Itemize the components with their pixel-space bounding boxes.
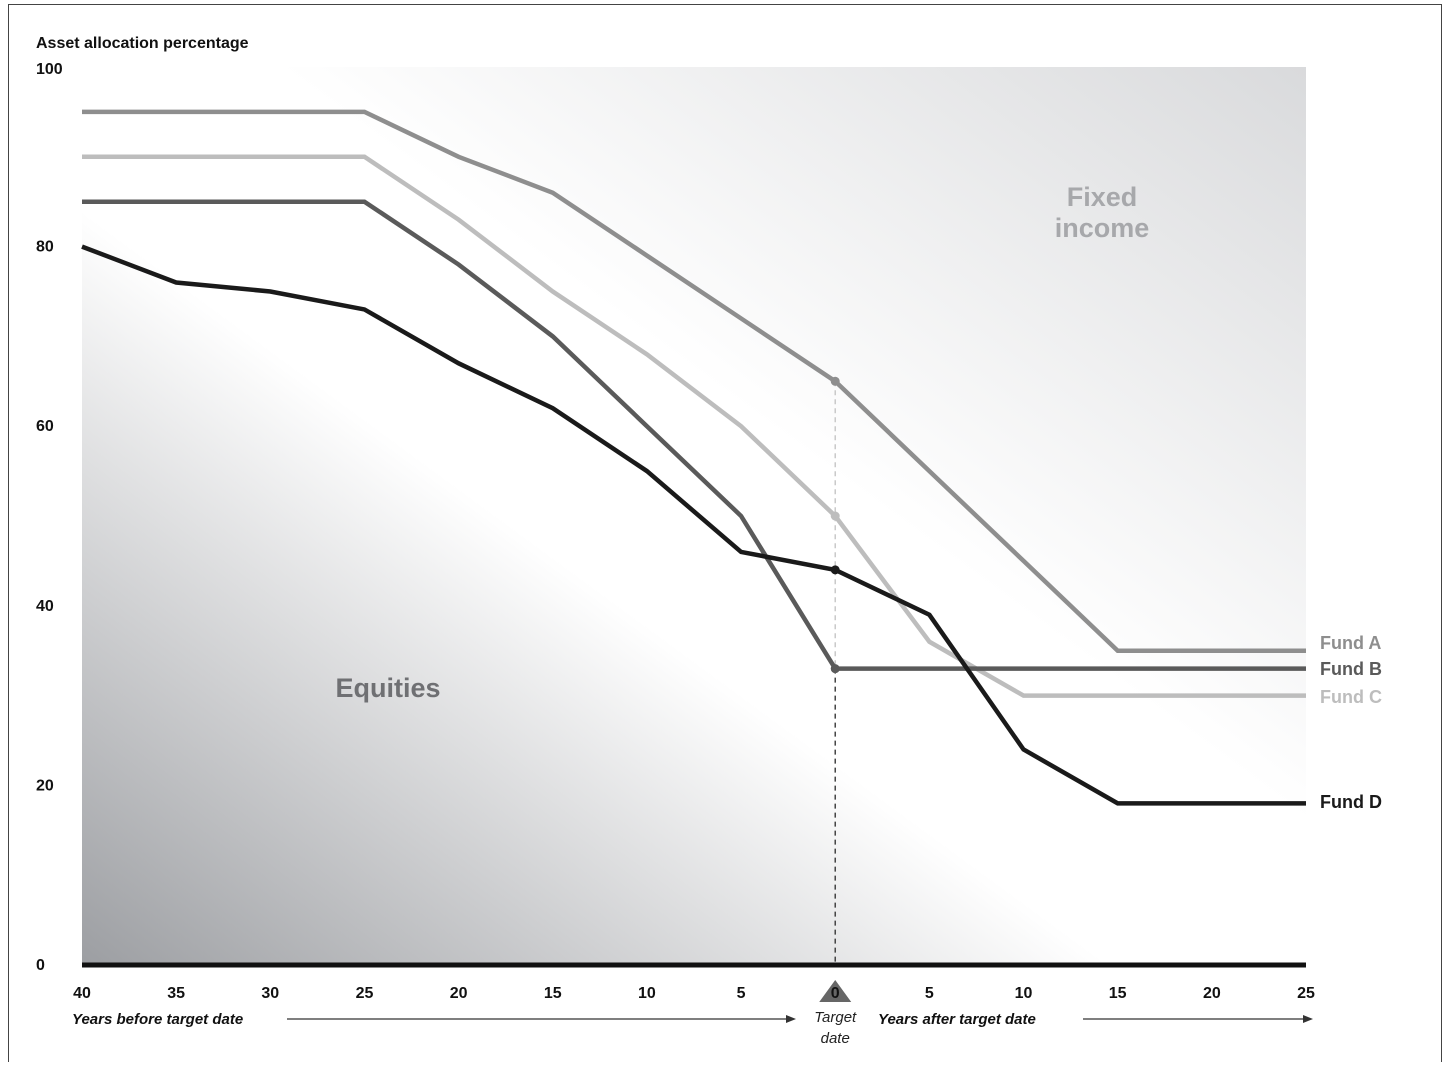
- series-lines: [81, 109, 1306, 806]
- chart-frame: [8, 4, 1442, 1062]
- x-tick-label: 20: [1203, 985, 1221, 1002]
- x-tick-label: 15: [1109, 985, 1127, 1002]
- series-line-fund-b: [82, 199, 1306, 671]
- y-tick-label: 80: [36, 239, 54, 256]
- target-point-fund-c: [830, 511, 840, 521]
- target-point-fund-b: [830, 664, 840, 674]
- y-axis-title: Asset allocation percentage: [36, 35, 249, 52]
- y-tick-label: 100: [36, 61, 63, 78]
- x-tick-label: 40: [73, 985, 91, 1002]
- target-point-fund-d: [830, 565, 840, 575]
- legend-label-fund-a: Fund A: [1320, 633, 1381, 653]
- y-tick-label: 0: [36, 957, 45, 974]
- equities-region-label: Equities: [335, 673, 440, 703]
- target-date-triangle-icon: [819, 980, 852, 1002]
- years-before-caption: Years before target date: [72, 1011, 243, 1028]
- fixed-income-region-label-line1: Fixed: [1067, 182, 1138, 212]
- x-axis-ticks: 40 35 30 25 20 15 10 5 0 5 10 15 20 25: [73, 985, 1315, 1002]
- series-line-fund-c: [82, 154, 1306, 698]
- x-tick-label: 35: [167, 985, 185, 1002]
- target-date-caption-line1: Target: [814, 1009, 857, 1026]
- legend-label-fund-b: Fund B: [1320, 659, 1382, 679]
- years-before-arrowhead: [786, 1015, 796, 1023]
- x-tick-label: 15: [544, 985, 562, 1002]
- x-tick-label: 25: [356, 985, 374, 1002]
- years-after-arrowhead: [1303, 1015, 1313, 1023]
- y-tick-label: 20: [36, 777, 54, 794]
- y-tick-label: 60: [36, 418, 54, 435]
- legend-label-fund-d: Fund D: [1320, 792, 1382, 812]
- y-tick-label: 40: [36, 598, 54, 615]
- target-point-fund-a: [830, 376, 840, 386]
- x-tick-label: 5: [925, 985, 934, 1002]
- legend: Fund A Fund B Fund C Fund D: [1320, 633, 1382, 812]
- target-date-caption-line2: date: [821, 1030, 850, 1047]
- x-tick-label: 10: [1015, 985, 1033, 1002]
- x-tick-label: 25: [1297, 985, 1315, 1002]
- x-tick-label: 5: [737, 985, 746, 1002]
- x-tick-label: 30: [261, 985, 279, 1002]
- x-tick-label: 20: [450, 985, 468, 1002]
- series-line-fund-a: [82, 109, 1306, 653]
- plot-area-background: [82, 67, 1306, 965]
- years-after-caption: Years after target date: [878, 1011, 1036, 1028]
- target-date-markers: [830, 376, 840, 674]
- fixed-income-region-label-line2: income: [1055, 213, 1150, 243]
- series-line-fund-d: [81, 244, 1306, 806]
- x-tick-label: 10: [638, 985, 656, 1002]
- x-tick-label-target: 0: [831, 985, 840, 1002]
- legend-label-fund-c: Fund C: [1320, 687, 1382, 707]
- y-axis-ticks: 0 20 40 60 80 100: [36, 61, 63, 974]
